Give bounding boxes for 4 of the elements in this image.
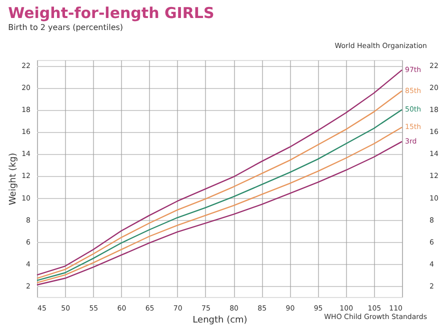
chart-subtitle: Birth to 2 years (percentiles) — [8, 23, 124, 32]
y-axis-title: Weight (kg) — [8, 152, 19, 206]
x-axis-title: Length (cm) — [192, 316, 248, 326]
chart-title: Weight-for-length GIRLS — [8, 4, 214, 22]
